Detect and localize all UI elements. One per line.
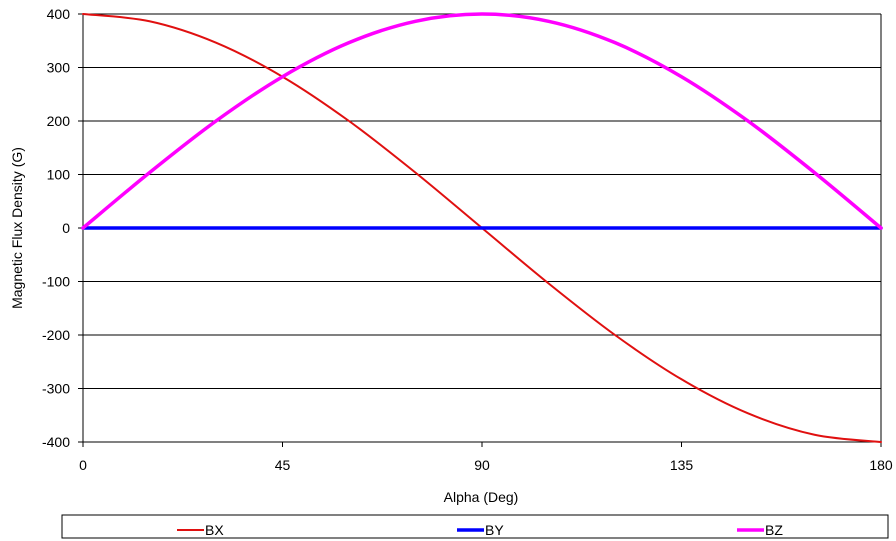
axes-layer [82,14,882,447]
legend: BX BY BZ [61,514,889,539]
series-line-bz [81,12,883,230]
x-tick-label: 45 [275,457,291,473]
y-tick-label: -200 [42,327,70,343]
x-tick-label: 180 [869,457,893,473]
y-tick-label: 200 [47,113,71,129]
y-tick-label: -400 [42,434,70,450]
y-axis-title: Magnetic Flux Density (G) [9,147,25,309]
legend-label-by: BY [485,522,504,538]
series-layer [81,12,883,443]
legend-box [61,514,889,539]
x-tick-labels: 0 45 90 135 180 [79,457,893,473]
y-tick-label: 100 [47,167,71,183]
y-tick-label: 0 [62,220,70,236]
legend-label-bz: BZ [765,522,783,538]
x-tick-label: 135 [670,457,694,473]
y-tick-label: 300 [47,60,71,76]
y-tick-label: 400 [47,6,71,22]
y-tick-labels: 400 300 200 100 0 -100 -200 -300 -400 [42,6,70,450]
x-tick-label: 90 [474,457,490,473]
y-tick-label: -300 [42,381,70,397]
x-axis-title: Alpha (Deg) [444,489,519,505]
x-tick-label: 0 [79,457,87,473]
y-tick-label: -100 [42,274,70,290]
legend-label-bx: BX [205,522,224,538]
